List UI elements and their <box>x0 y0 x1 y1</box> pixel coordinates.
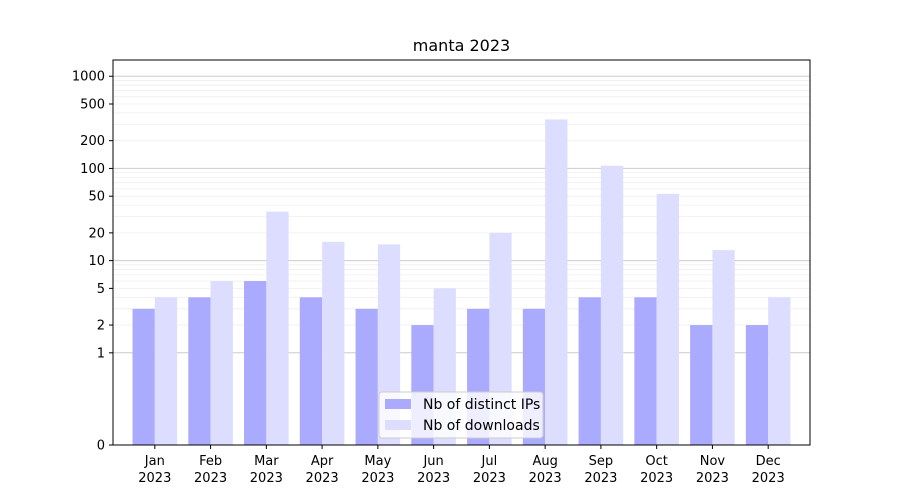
x-axis: Jan 2023 Feb 2023 Mar 2023 Apr 2023 May 2023 Jun 20… <box>138 445 785 486</box>
legend-label-ips: Nb of distinct IPs <box>423 397 540 413</box>
x-tick-label-month: May <box>364 454 391 469</box>
y-axis: 0 1 2 5 10 20 50 100 200 500 1000 <box>72 70 113 454</box>
x-tick-label-year: 2023 <box>138 471 171 486</box>
bar-distinct-ips <box>244 281 267 445</box>
y-tick-label: 0 <box>97 439 105 454</box>
bar-downloads <box>768 297 791 445</box>
bar-distinct-ips <box>355 308 378 445</box>
bar-downloads <box>322 241 345 445</box>
x-tick-label-month: Mar <box>254 454 279 469</box>
x-tick-label-year: 2023 <box>306 471 339 486</box>
y-tick-label: 2 <box>97 319 105 334</box>
y-tick-label: 100 <box>80 162 105 177</box>
bar-downloads <box>600 165 624 445</box>
x-tick-label-month: Jun <box>422 454 443 469</box>
x-tick-label-month: Apr <box>311 454 334 469</box>
bar-downloads <box>712 250 735 445</box>
bar-distinct-ips <box>745 325 769 445</box>
y-tick-label: 50 <box>88 190 105 205</box>
y-tick-label: 5 <box>97 282 105 297</box>
x-tick-label-month: Oct <box>645 454 667 469</box>
x-tick-label-month: Sep <box>589 454 614 469</box>
bar-distinct-ips <box>188 297 211 445</box>
x-tick-label-year: 2023 <box>250 471 283 486</box>
legend-box <box>378 391 544 439</box>
x-tick-label-month: Nov <box>700 454 726 469</box>
x-tick-label-month: Aug <box>532 454 557 469</box>
y-tick-label: 1 <box>97 346 105 361</box>
bar-distinct-ips <box>132 308 155 445</box>
bar-downloads <box>154 297 178 445</box>
legend: Nb of distinct IPs Nb of downloads <box>378 391 544 439</box>
y-tick-label: 10 <box>88 254 105 269</box>
legend-swatch-downloads <box>385 420 411 430</box>
x-tick-label-year: 2023 <box>640 471 673 486</box>
x-tick-label-year: 2023 <box>473 471 506 486</box>
legend-swatch-ips <box>385 399 411 409</box>
y-tick-label: 1000 <box>72 70 105 85</box>
legend-label-downloads: Nb of downloads <box>423 418 540 434</box>
y-tick-label: 200 <box>80 134 105 149</box>
bar-downloads <box>656 193 679 445</box>
x-tick-label-month: Dec <box>756 454 781 469</box>
chart-title: manta 2023 <box>413 36 510 55</box>
x-tick-label-month: Jul <box>481 454 498 469</box>
x-tick-label-year: 2023 <box>696 471 729 486</box>
x-tick-label-year: 2023 <box>752 471 785 486</box>
y-tick-label: 20 <box>88 226 105 241</box>
bar-distinct-ips <box>578 297 601 445</box>
bar-downloads <box>266 211 289 445</box>
x-tick-label-year: 2023 <box>529 471 562 486</box>
x-tick-label-year: 2023 <box>361 471 394 486</box>
plot-frame <box>112 59 811 446</box>
bar-downloads <box>210 281 233 445</box>
bar-distinct-ips <box>634 297 657 445</box>
x-tick-label-year: 2023 <box>417 471 450 486</box>
x-tick-label-month: Feb <box>199 454 222 469</box>
bar-downloads <box>545 119 568 445</box>
x-tick-label-month: Jan <box>144 454 165 469</box>
x-tick-label-year: 2023 <box>584 471 617 486</box>
bar-distinct-ips <box>299 297 323 445</box>
x-tick-label-year: 2023 <box>194 471 227 486</box>
y-tick-label: 500 <box>80 97 105 112</box>
bar-distinct-ips <box>690 325 713 445</box>
